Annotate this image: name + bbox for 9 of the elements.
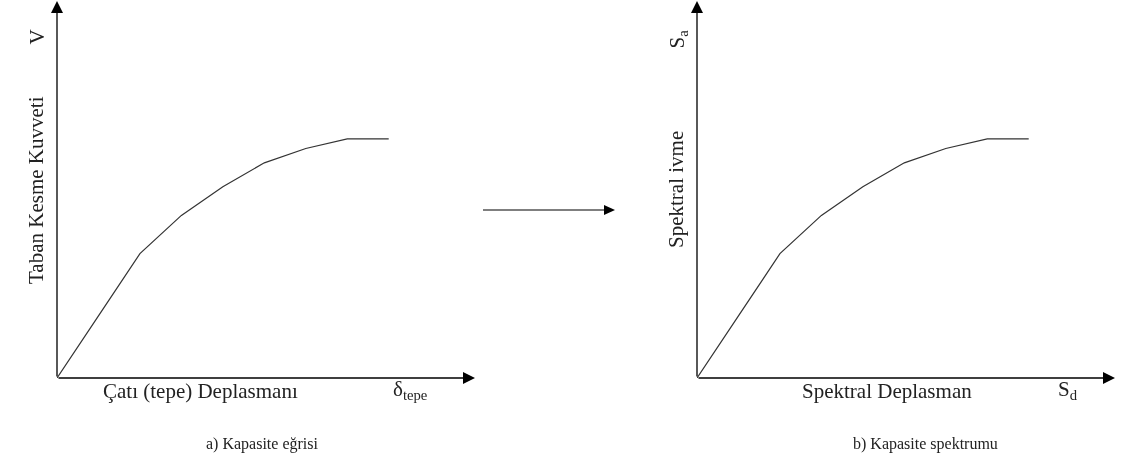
text: V bbox=[24, 29, 49, 45]
y-axis-title: Spektral ivme bbox=[664, 130, 688, 248]
text: b) Kapasite spektrumu bbox=[853, 435, 998, 453]
text: δ$_{tepe}$ bbox=[393, 377, 428, 404]
x-axis-title: Çatı (tepe) Deplasmanı bbox=[103, 379, 298, 403]
y-axis-title: Taban Kesme Kuvveti bbox=[24, 96, 48, 284]
text: S$_{d}$ bbox=[1058, 377, 1078, 404]
x-axis-title: Spektral Deplasman bbox=[802, 379, 973, 403]
text: a) Kapasite eğrisi bbox=[206, 435, 319, 453]
